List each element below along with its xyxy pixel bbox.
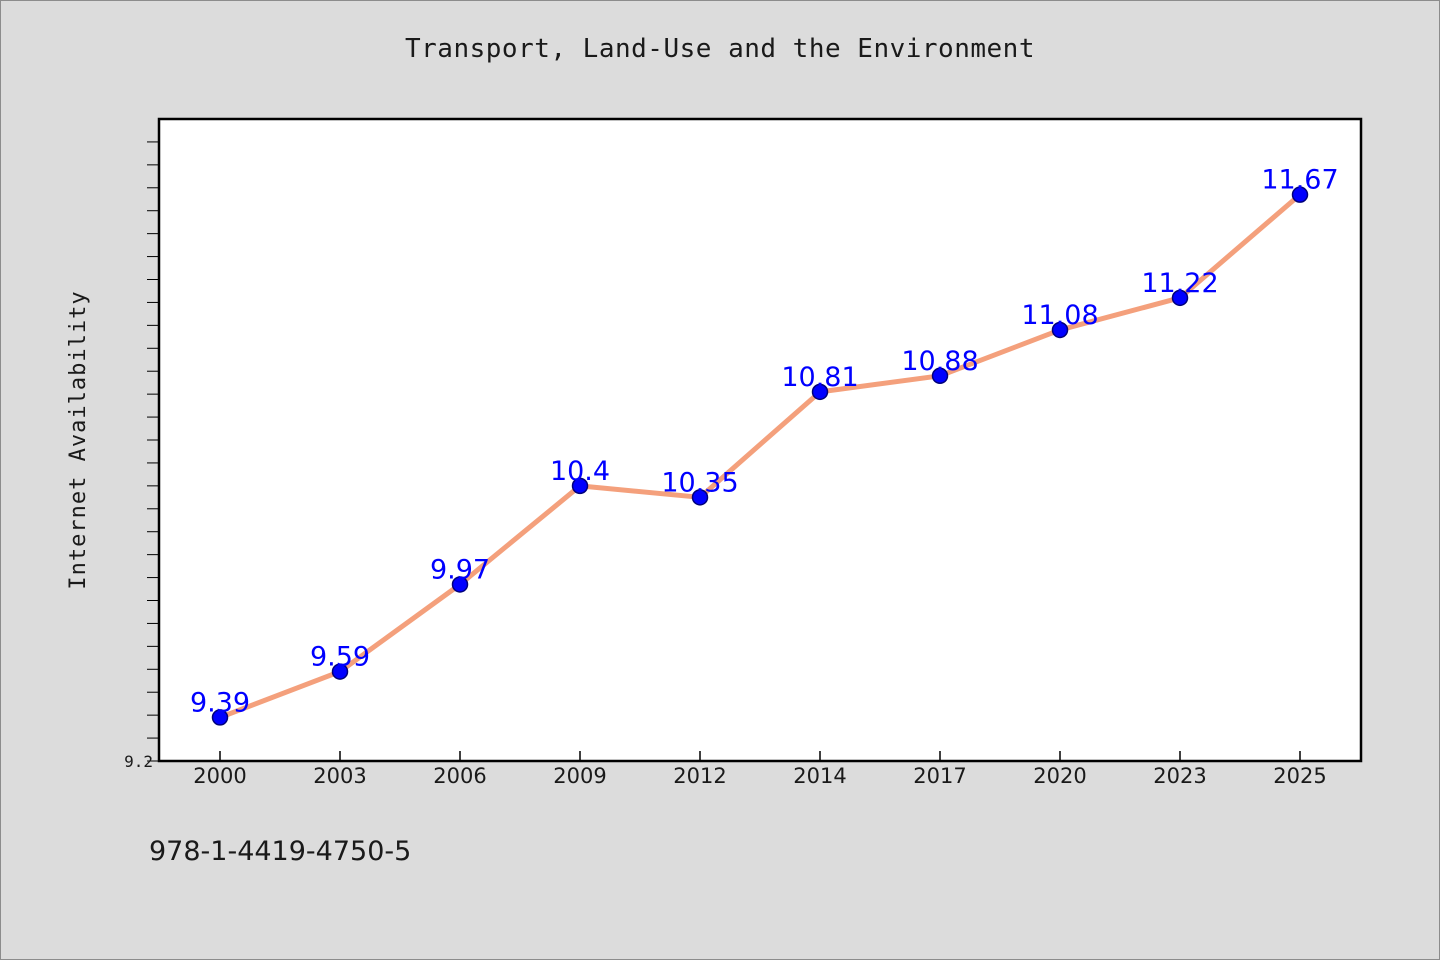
x-tick-label: 2017	[913, 764, 966, 788]
data-label: 10.81	[781, 362, 858, 393]
data-point	[571, 477, 589, 495]
y-tick-label: 9.2	[124, 752, 153, 771]
chart-title: Transport, Land-Use and the Environment	[405, 34, 1035, 64]
data-point	[1171, 289, 1189, 307]
data-label: 10.4	[550, 456, 610, 487]
x-tick-label: 2000	[193, 764, 246, 788]
x-tick-label: 2020	[1033, 764, 1086, 788]
x-tick-label: 2012	[673, 764, 726, 788]
data-point	[211, 709, 229, 726]
x-tick-label: 2006	[433, 764, 486, 788]
data-point	[451, 576, 469, 593]
data-label: 9.59	[310, 642, 370, 673]
x-tick-label: 2003	[313, 764, 366, 788]
series-line	[217, 192, 1303, 720]
plot-area	[157, 117, 1363, 763]
data-point	[691, 489, 709, 506]
y-axis-ticks	[147, 141, 159, 762]
x-tick-label: 2009	[553, 764, 606, 788]
data-point	[331, 663, 349, 680]
data-point	[1291, 186, 1309, 203]
data-label: 10.88	[901, 346, 978, 377]
data-label: 11.22	[1141, 268, 1218, 299]
data-point	[811, 383, 829, 401]
x-tick-label: 2023	[1153, 764, 1206, 788]
data-label: 11.08	[1021, 300, 1098, 331]
data-label: 11.67	[1261, 165, 1338, 196]
data-label: 10.35	[661, 467, 738, 498]
data-label: 9.97	[430, 554, 490, 585]
data-label: 9.39	[190, 687, 250, 718]
x-tick-label: 2014	[793, 764, 846, 788]
x-tick-label: 2025	[1273, 764, 1326, 788]
data-point	[931, 367, 949, 385]
y-axis-label: Internet Availability	[66, 290, 91, 589]
isbn-label: 978-1-4419-4750-5	[149, 836, 412, 867]
data-point	[1051, 321, 1069, 339]
